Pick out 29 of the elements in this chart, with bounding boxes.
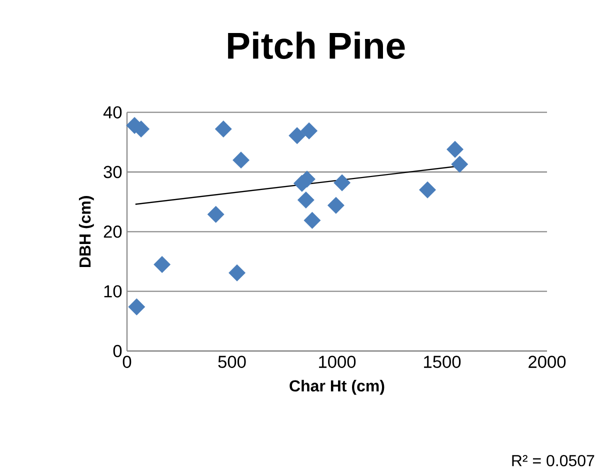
y-tick-label: 40 bbox=[103, 106, 122, 118]
point bbox=[304, 212, 321, 229]
y-tick-label: 10 bbox=[104, 285, 122, 298]
y-axis-title: DBH (cm) bbox=[78, 196, 94, 268]
y-tick-label: 20 bbox=[104, 226, 122, 238]
point bbox=[419, 182, 436, 198]
point bbox=[298, 192, 314, 208]
x-tick-label: 2000 bbox=[528, 356, 566, 368]
point bbox=[446, 140, 464, 158]
point bbox=[228, 264, 246, 282]
x-tick-label: 1500 bbox=[424, 356, 461, 368]
point bbox=[300, 122, 318, 140]
point bbox=[207, 206, 224, 223]
point bbox=[215, 120, 232, 138]
x-tick-label: 500 bbox=[218, 356, 246, 368]
chart-title: Pitch Pine bbox=[228, 32, 405, 60]
point bbox=[128, 298, 146, 316]
point bbox=[334, 174, 350, 192]
y-tick-label: 0 bbox=[113, 344, 122, 358]
point bbox=[451, 156, 468, 173]
x-tick-label: 0 bbox=[122, 356, 132, 368]
y-tick-label: 30 bbox=[104, 166, 122, 178]
point bbox=[154, 256, 170, 273]
point bbox=[328, 197, 344, 214]
point bbox=[232, 152, 250, 168]
text: R² = 0.0507 bbox=[512, 454, 594, 466]
x-tick-label: 1000 bbox=[319, 356, 356, 368]
point bbox=[288, 127, 306, 144]
x-axis-title: Char Ht (cm) bbox=[290, 380, 384, 395]
